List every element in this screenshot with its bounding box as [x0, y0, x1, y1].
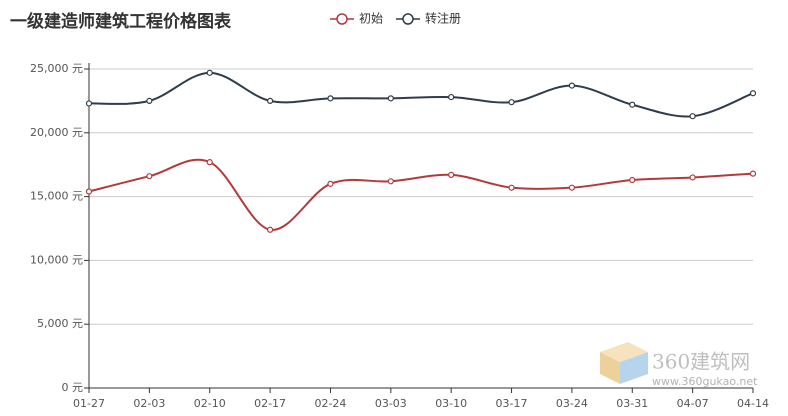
point	[448, 171, 455, 179]
y-tick-label: 15,000 元	[30, 190, 83, 203]
y-tick-label: 25,000 元	[30, 62, 83, 75]
y-tick-label: 20,000 元	[30, 126, 83, 139]
x-tick-label: 02-10	[194, 397, 226, 410]
point	[266, 226, 274, 233]
point	[689, 174, 696, 181]
watermark-url: www.360gukao.net	[652, 375, 758, 388]
point	[629, 101, 636, 108]
point	[448, 93, 455, 101]
line	[88, 71, 754, 118]
x-tick-label: 03-31	[616, 397, 648, 410]
point	[629, 176, 636, 184]
legend-label[interactable]: 转注册	[425, 11, 461, 26]
watermark-icon	[600, 352, 620, 384]
point	[387, 95, 394, 102]
x-tick-label: 04-14	[737, 397, 769, 410]
x-tick-label: 03-03	[375, 397, 407, 410]
point	[508, 99, 515, 106]
point	[568, 82, 576, 89]
point	[266, 97, 274, 105]
point	[206, 159, 213, 166]
point	[749, 170, 757, 177]
point	[568, 184, 576, 191]
y-tick-label: 10,000 元	[30, 253, 83, 266]
watermark-icon	[620, 352, 648, 384]
point	[85, 188, 93, 195]
x-tick-label: 03-24	[556, 397, 588, 410]
watermark-name: 360建筑网	[652, 350, 750, 374]
x-tick-label: 04-07	[677, 397, 709, 410]
x-tick-label: 02-03	[133, 397, 165, 410]
chart-title: 一级建造师建筑工程价格图表	[10, 11, 232, 32]
line	[88, 158, 754, 231]
point	[85, 100, 93, 107]
point	[387, 178, 394, 185]
legend-label[interactable]: 初始	[359, 12, 383, 26]
y-tick-label: 0 元	[62, 381, 84, 394]
x-tick-label: 01-27	[73, 397, 105, 410]
y-tick-label: 5,000 元	[37, 317, 83, 330]
point	[689, 113, 696, 120]
x-tick-label: 02-17	[254, 397, 286, 410]
point	[327, 95, 334, 102]
watermark: 360建筑网 www.360gukao.net	[600, 342, 758, 388]
point	[508, 184, 515, 191]
x-tick-label: 03-10	[435, 397, 467, 410]
watermark-icon	[600, 342, 648, 362]
point	[146, 97, 153, 105]
x-tick-label: 03-17	[496, 397, 528, 410]
point	[206, 69, 213, 76]
point	[327, 180, 334, 187]
point	[146, 173, 153, 180]
legend-marker[interactable]	[402, 13, 414, 25]
point	[749, 90, 757, 97]
legend-marker[interactable]	[336, 13, 348, 25]
x-tick-label: 02-24	[314, 397, 346, 410]
